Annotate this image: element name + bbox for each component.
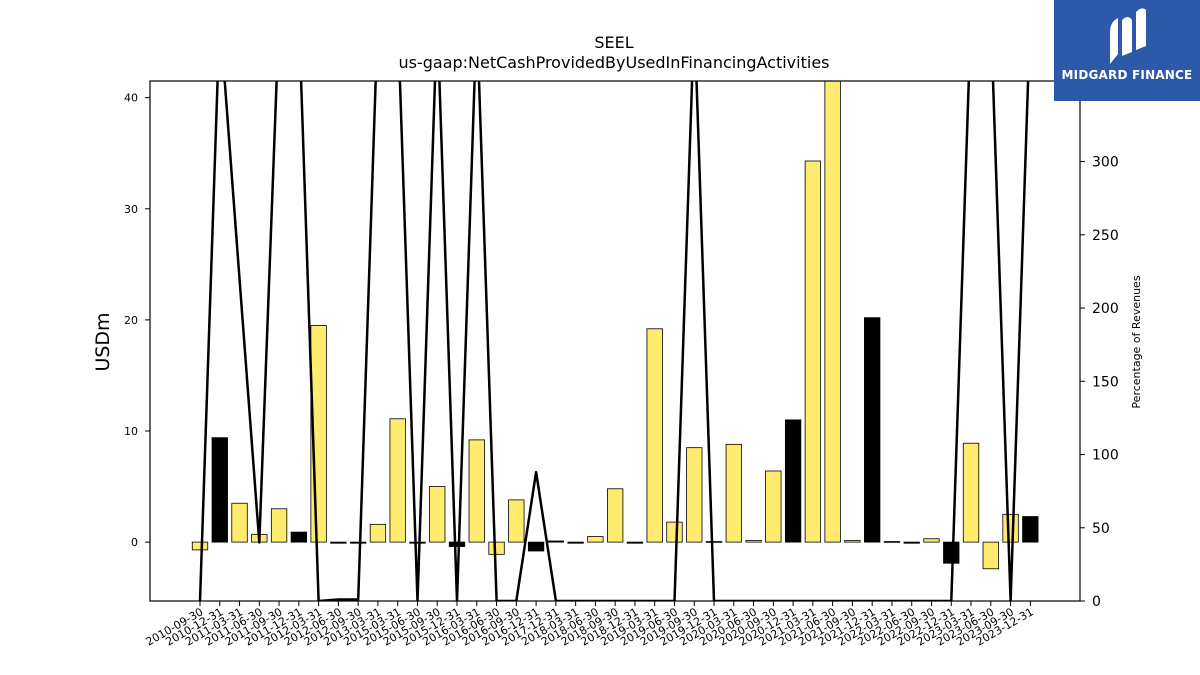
bar <box>389 418 406 543</box>
y-tick-label: 30 <box>124 203 138 216</box>
bar <box>903 541 920 544</box>
bar <box>191 541 209 551</box>
y2-tick-label: 250 <box>1092 228 1119 244</box>
bar <box>508 499 525 543</box>
brand-logo: MIDGARD FINANCE <box>1054 0 1200 101</box>
bar <box>468 439 485 543</box>
line-series <box>198 81 1030 601</box>
bar <box>607 488 624 543</box>
bar <box>330 541 347 544</box>
bar-series <box>191 81 1039 570</box>
y2-tick-label: 150 <box>1092 374 1119 390</box>
bar <box>448 541 466 547</box>
x-axis-ticks: 2010-09-302010-12-312011-03-312011-06-30… <box>144 601 1036 649</box>
y2-tick-label: 300 <box>1092 155 1119 171</box>
bar <box>725 443 742 543</box>
bar <box>824 81 841 543</box>
chart-title: SEEL <box>594 33 633 52</box>
y2-axis-ticks: 0 50 100 150 200 250 300 <box>1080 155 1119 610</box>
y2-tick-label: 0 <box>1092 594 1101 610</box>
y-tick-label: 0 <box>131 536 138 549</box>
y2-tick-label: 50 <box>1092 521 1110 537</box>
bar <box>270 508 288 543</box>
bar <box>883 541 901 543</box>
bar <box>745 540 762 543</box>
bar <box>686 447 703 543</box>
bar <box>923 538 940 543</box>
y-tick-label: 20 <box>124 314 138 327</box>
bar <box>765 470 782 543</box>
bar <box>646 328 663 543</box>
bar <box>943 541 960 564</box>
y2-tick-label: 100 <box>1092 448 1119 464</box>
y2-axis-label: Percentage of Revenues <box>1130 275 1143 408</box>
bar <box>488 541 505 555</box>
y-axis-ticks: 0 10 20 30 40 <box>124 92 150 549</box>
bar <box>962 442 980 543</box>
bar <box>567 541 584 544</box>
bar <box>547 540 565 543</box>
bar <box>864 317 881 543</box>
y-axis-label: USDm <box>92 312 114 371</box>
bar <box>1002 513 1019 543</box>
bar <box>844 540 861 543</box>
bar <box>982 541 999 570</box>
bar <box>369 523 387 543</box>
bar <box>527 541 545 552</box>
bar <box>804 160 822 543</box>
chart-subtitle: us-gaap:NetCashProvidedByUsedInFinancing… <box>398 53 829 72</box>
y-tick-label: 10 <box>124 425 138 438</box>
plot-frame <box>149 80 1081 602</box>
bar <box>429 486 446 543</box>
bar <box>409 541 426 544</box>
logo-mark-icon <box>1110 8 1146 64</box>
logo-text: MIDGARD FINANCE <box>1061 68 1193 82</box>
bar <box>290 531 308 543</box>
bar <box>705 541 723 543</box>
bar <box>666 521 683 543</box>
bar <box>211 437 228 543</box>
bar <box>626 541 644 544</box>
bar <box>784 419 802 543</box>
y-tick-label: 40 <box>124 92 138 105</box>
bar <box>350 541 367 544</box>
bar <box>587 536 604 543</box>
revenue-pct-line <box>198 81 1030 601</box>
y2-tick-label: 200 <box>1092 301 1119 317</box>
bar <box>1022 516 1039 543</box>
bar <box>231 502 248 543</box>
